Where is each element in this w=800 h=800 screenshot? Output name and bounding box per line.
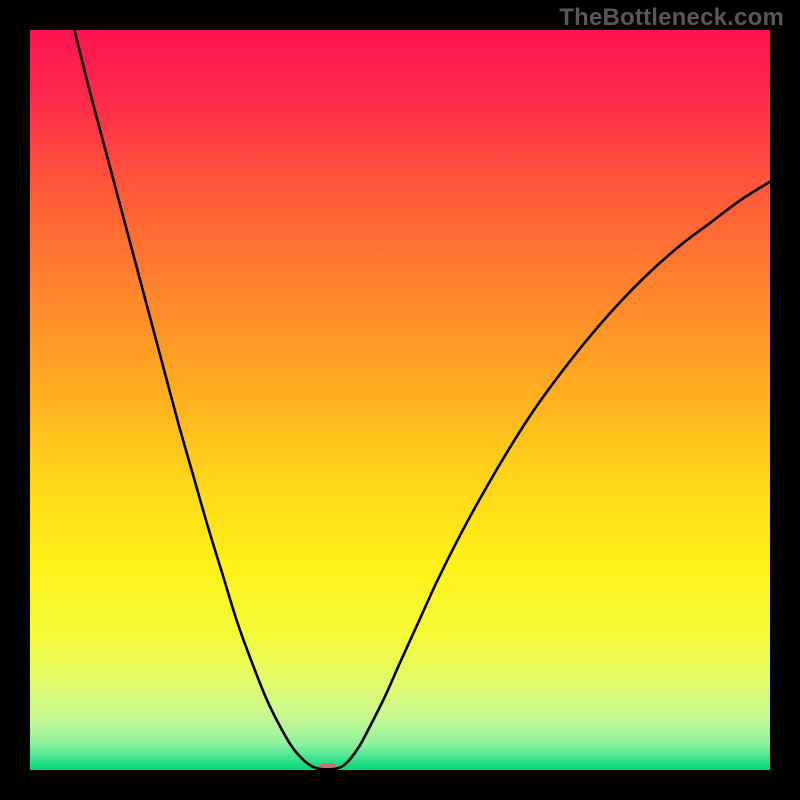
- watermark-text: TheBottleneck.com: [559, 4, 784, 32]
- chart-svg: [0, 0, 800, 800]
- chart-root: TheBottleneck.com: [0, 0, 800, 800]
- gradient-background: [30, 30, 770, 770]
- plot-area: [30, 30, 770, 775]
